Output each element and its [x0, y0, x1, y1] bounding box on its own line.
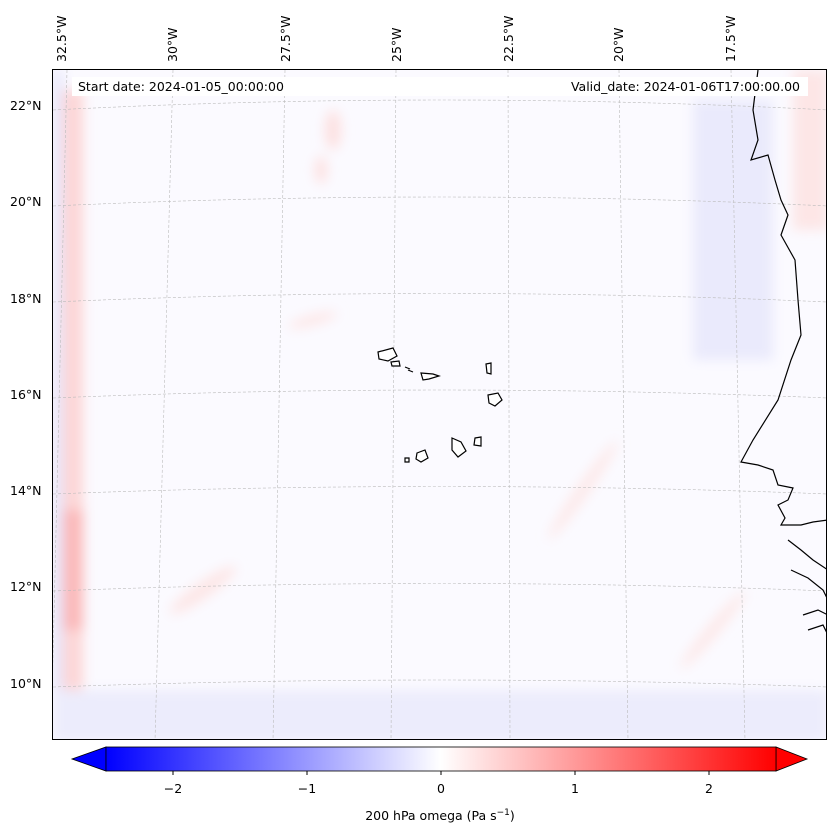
islands — [377, 347, 503, 463]
colorbar-label-end: ) — [509, 808, 515, 824]
colorbar-tick-label: −1 — [297, 781, 317, 796]
lon-label: 20°W — [611, 27, 626, 62]
lat-label: 12°N — [10, 579, 42, 594]
field-shading — [53, 70, 826, 739]
lat-label: 20°N — [10, 194, 42, 209]
colorbar-label-exp: −1 — [496, 808, 510, 818]
colorbar-tick-label: 1 — [571, 781, 579, 796]
graticule — [53, 70, 826, 739]
colorbar-tick-label: 0 — [437, 781, 445, 796]
start-date: Start date: 2024-01-05_00:00:00 — [78, 79, 284, 94]
valid-date: Valid_date: 2024-01-06T17:00:00.00 — [570, 79, 800, 94]
omega-field — [53, 70, 826, 739]
lon-label: 32.5°W — [54, 15, 69, 62]
lat-label: 16°N — [10, 387, 42, 402]
colorbar — [70, 746, 809, 775]
lon-label: 27.5°W — [278, 15, 293, 62]
lat-label: 22°N — [10, 98, 42, 113]
lon-label: 25°W — [389, 27, 404, 62]
colorbar-tick-label: −2 — [163, 781, 183, 796]
lon-label: 30°W — [165, 27, 180, 62]
colorbar-tick-label: 2 — [705, 781, 713, 796]
date-banner: Start date: 2024-01-05_00:00:00 Valid_da… — [72, 77, 808, 96]
colorbar-label: 200 hPa omega (Pa s−1) — [365, 808, 515, 823]
lon-label: 17.5°W — [723, 15, 738, 62]
lat-label: 10°N — [10, 676, 42, 691]
lat-label: 14°N — [10, 483, 42, 498]
colorbar-gradient — [105, 746, 777, 772]
colorbar-min-extend — [70, 746, 107, 772]
colorbar-max-extend — [775, 746, 809, 772]
lon-label: 22.5°W — [501, 15, 516, 62]
lat-label: 18°N — [10, 291, 42, 306]
map-panel[interactable] — [52, 69, 827, 740]
colorbar-label-text: 200 hPa omega (Pa s — [365, 808, 497, 824]
coastline — [740, 70, 826, 633]
